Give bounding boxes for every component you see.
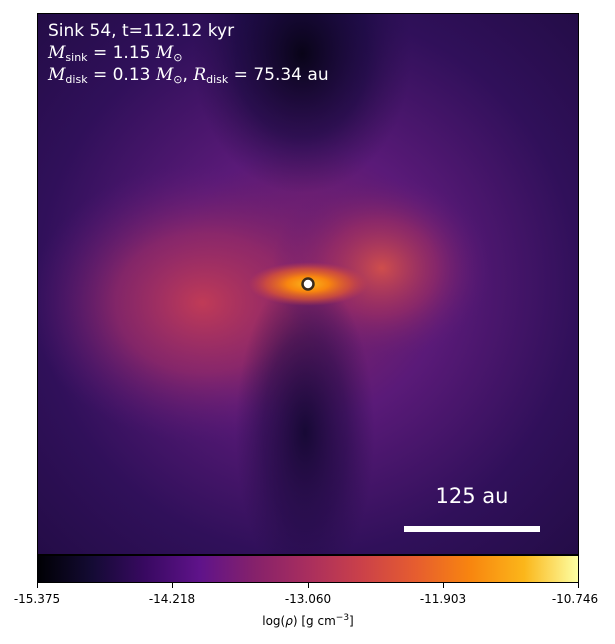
- separator: ,: [182, 65, 194, 85]
- mdisk-sun-subscript: ⊙: [173, 73, 183, 86]
- rdisk-symbol: R: [193, 65, 207, 85]
- colorbar-tick: [443, 583, 444, 588]
- colorbar-title-end: ]: [349, 614, 354, 628]
- colorbar-tick: [578, 583, 579, 588]
- lower-cavity: [235, 273, 375, 554]
- mdisk-symbol: M: [48, 65, 66, 85]
- density-map: [38, 14, 578, 554]
- msink-subscript: sink: [65, 51, 88, 64]
- scalebar-label: 125 au: [435, 484, 509, 508]
- colorbar-title-exponent: −3: [335, 613, 350, 623]
- colorbar-tick-label: -10.746: [551, 592, 599, 606]
- colorbar-tick-label: -13.060: [284, 592, 332, 606]
- sink-marker: [301, 277, 315, 291]
- msink-value: = 1.15: [87, 43, 156, 63]
- colorbar-title-suffix: ) [g cm: [292, 614, 336, 628]
- colorbar-tick-label: -14.218: [148, 592, 196, 606]
- mdisk-sun-symbol: M: [155, 65, 174, 85]
- rdisk-value: = 75.34 au: [228, 65, 329, 85]
- scalebar: [404, 526, 540, 532]
- rdisk-subscript: disk: [206, 73, 229, 86]
- upper-cavity: [192, 14, 412, 194]
- density-map-panel: Sink 54, t=112.12 kyr Msink = 1.15 M⊙ Md…: [37, 13, 579, 555]
- mdisk-value: = 0.13: [87, 65, 156, 85]
- colorbar-tick-label: -15.375: [13, 592, 61, 606]
- colorbar-tick: [172, 583, 173, 588]
- colorbar-title: log(ρ) [g cm−3]: [262, 613, 353, 628]
- colorbar: [37, 555, 579, 583]
- msun-subscript: ⊙: [173, 51, 183, 64]
- sink-time-label: Sink 54, t=112.12 kyr: [48, 21, 235, 41]
- mdisk-subscript: disk: [65, 73, 88, 86]
- colorbar-tick-label: -11.903: [419, 592, 467, 606]
- colorbar-tick: [308, 583, 309, 588]
- sink-mass-label: Msink = 1.15 M⊙: [48, 43, 183, 64]
- colorbar-title-rho: ρ: [285, 614, 293, 628]
- msun-symbol: M: [155, 43, 174, 63]
- colorbar-tick: [37, 583, 38, 588]
- colorbar-title-prefix: log(: [262, 614, 286, 628]
- msink-symbol: M: [48, 43, 66, 63]
- disk-properties-label: Mdisk = 0.13 M⊙, Rdisk = 75.34 au: [48, 65, 329, 86]
